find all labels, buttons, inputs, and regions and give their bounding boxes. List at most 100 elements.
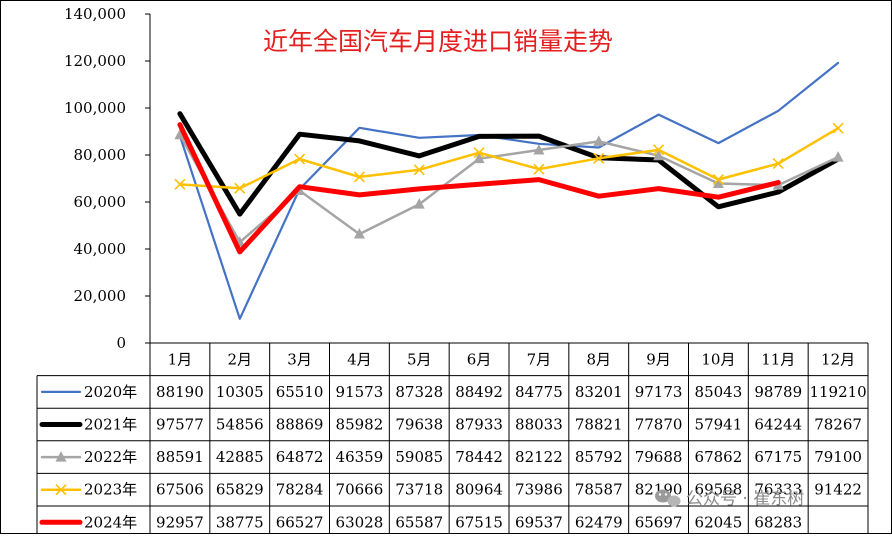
- table-cell-value: 78587: [575, 481, 623, 499]
- table-cell-value: 78821: [575, 416, 623, 434]
- table-cell-value: 68283: [754, 513, 802, 531]
- table-cell-value: 70666: [336, 481, 384, 499]
- table-cell-value: 78442: [455, 448, 503, 466]
- table-cell-value: 59085: [395, 448, 443, 466]
- x-tick-label: 12月: [821, 350, 855, 368]
- table-cell-value: 67862: [695, 448, 743, 466]
- series-point: [353, 171, 365, 183]
- series-point: [593, 152, 605, 164]
- table-cell-value: 85043: [695, 383, 743, 401]
- table-cell-value: 62479: [575, 513, 623, 531]
- series-point: [533, 144, 545, 155]
- y-tick-label: 40,000: [74, 240, 127, 258]
- table-cell-value: 88492: [455, 383, 503, 401]
- table-cell-value: 64872: [276, 448, 324, 466]
- series-point: [353, 228, 365, 239]
- table-cell-value: 91422: [814, 481, 862, 499]
- x-tick-label: 8月: [586, 350, 611, 368]
- table-cell-value: 65510: [276, 383, 324, 401]
- x-tick-label: 10月: [701, 350, 735, 368]
- table-cell-value: 69568: [695, 481, 743, 499]
- series-point: [413, 198, 425, 209]
- table-cell-value: 87933: [455, 416, 503, 434]
- table-cell-value: 42885: [216, 448, 264, 466]
- table-cell-value: 62045: [695, 513, 743, 531]
- table-cell-value: 54856: [216, 416, 264, 434]
- table-cell-value: 97577: [156, 416, 204, 434]
- table-cell-value: 73986: [515, 481, 563, 499]
- series-name: 2021年: [84, 416, 137, 434]
- x-tick-label: 1月: [168, 350, 193, 368]
- series-3: [174, 122, 844, 194]
- table-cell-value: 83201: [575, 383, 623, 401]
- series-point: [174, 128, 186, 140]
- series-point: [832, 122, 844, 134]
- series-point: [712, 177, 724, 189]
- table-cell-value: 82122: [515, 448, 563, 466]
- series-1: [177, 111, 841, 217]
- table-cell-value: 79100: [814, 448, 862, 466]
- y-tick-label: 100,000: [64, 99, 126, 117]
- table-cell-value: 79688: [635, 448, 683, 466]
- table-cell-value: 67175: [754, 448, 802, 466]
- watermark: 公众号 · 崔东树: [655, 489, 804, 509]
- series-0: [178, 61, 840, 320]
- table-cell-value: 69537: [515, 513, 563, 531]
- table-cell-value: 38775: [216, 513, 264, 531]
- table-cell-value: 85792: [575, 448, 623, 466]
- table-cell-value: 88190: [156, 383, 204, 401]
- table-cell-value: 64244: [754, 416, 802, 434]
- table-cell-value: 84775: [515, 383, 563, 401]
- x-tick-label: 2月: [227, 350, 252, 368]
- legend-key-marker: [55, 451, 67, 462]
- table-cell-value: 65587: [395, 513, 443, 531]
- series-layer: [174, 61, 844, 320]
- x-tick-label: 7月: [527, 350, 552, 368]
- series-point: [473, 147, 485, 159]
- series-point: [473, 152, 485, 164]
- table-cell-value: 88033: [515, 416, 563, 434]
- series-point: [533, 163, 545, 175]
- series-name: 2022年: [84, 448, 137, 466]
- x-tick-label: 6月: [467, 350, 492, 368]
- series-point: [832, 151, 844, 162]
- chart-title: 近年全国汽车月度进口销量走势: [263, 27, 613, 56]
- series-line-1: [177, 111, 841, 217]
- table-cell-value: 97173: [635, 383, 683, 401]
- series-4: [177, 122, 781, 255]
- x-tick-label: 9月: [646, 350, 671, 368]
- data-table: 1月 2月 3月 4月 5月 6月 7月 8月 9月 10月 11月 12月 2020年 88190 103…: [36, 342, 869, 538]
- table-row: 2020年 88190 10305 65510 91573 87328 88492 84775…: [40, 383, 867, 401]
- series-point: [593, 135, 605, 146]
- y-tick-label: 0: [116, 334, 126, 352]
- table-cell-value: 65697: [635, 513, 683, 531]
- series-point: [413, 164, 425, 176]
- series-point: [294, 153, 306, 165]
- series-point: [174, 178, 186, 190]
- table-cell-value: 73718: [395, 481, 443, 499]
- series-name: 2020年: [84, 383, 137, 401]
- x-tick-label: 3月: [287, 350, 312, 368]
- y-tick-label: 20,000: [74, 287, 127, 305]
- axis-layer: 0 20,000 40,000 60,000 80,000 100,000 120,000 1…: [64, 5, 151, 352]
- x-tick-label: 11月: [761, 350, 795, 368]
- table-cell-value: 10305: [216, 383, 264, 401]
- series-point: [653, 149, 665, 161]
- table-row: 2022年 88591 42885 64872 46359 59085 78442 82122…: [40, 448, 862, 466]
- table-cell-value: 88869: [276, 416, 324, 434]
- table-cell-value: 63028: [336, 513, 384, 531]
- table-cell-value: 78284: [276, 481, 324, 499]
- x-tick-label: 4月: [347, 350, 372, 368]
- series-line-4: [177, 122, 781, 255]
- table-row: 2023年 67506 65829 78284 70666 73718 80964 73986…: [40, 481, 862, 499]
- table-cell-value: 85982: [336, 416, 384, 434]
- table-cell-value: 80964: [455, 481, 503, 499]
- x-tick-label: 5月: [407, 350, 432, 368]
- legend-key-marker: [55, 484, 67, 496]
- y-tick-label: 60,000: [74, 193, 127, 211]
- table-cell-value: 76333: [754, 481, 802, 499]
- table-cell-value: 88591: [156, 448, 204, 466]
- table-cell-value: 65829: [216, 481, 264, 499]
